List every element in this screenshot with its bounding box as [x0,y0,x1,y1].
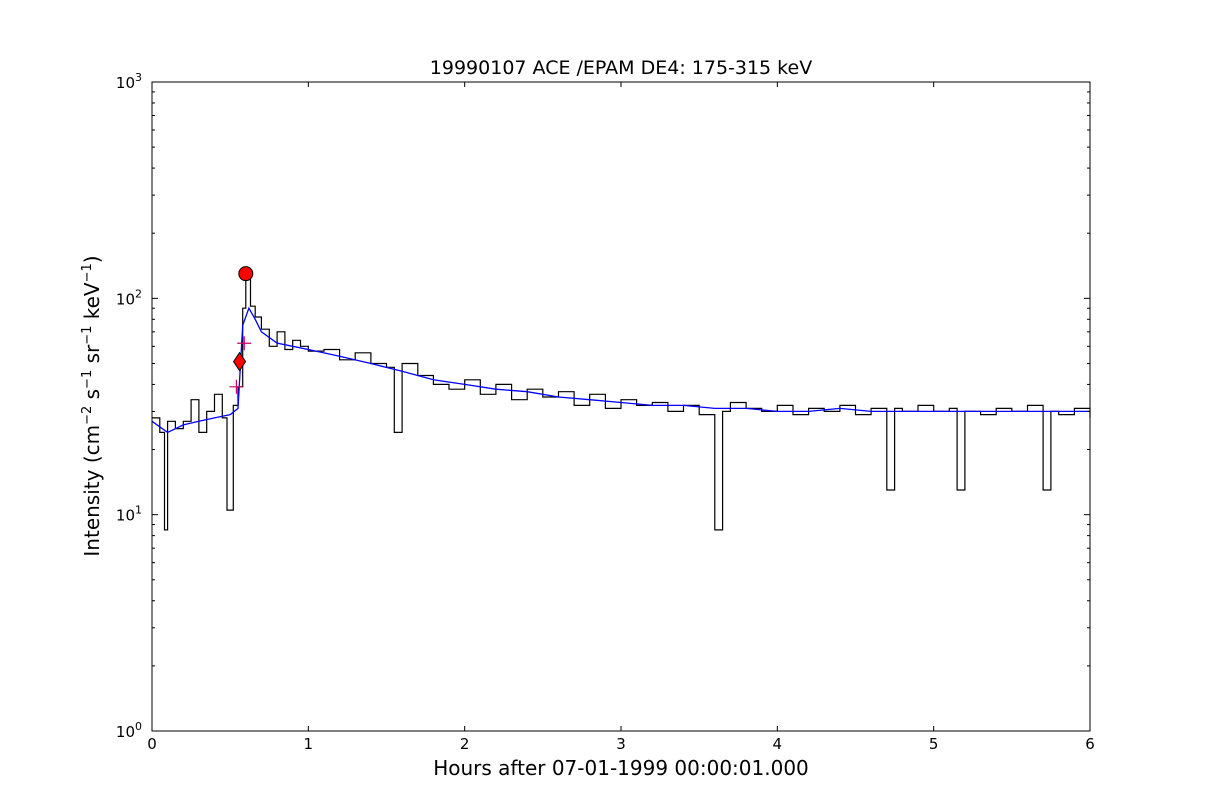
x-tick-label: 4 [773,735,783,753]
chart-title: 19990107 ACE /EPAM DE4: 175-315 keV [430,57,812,79]
y-tick-label: 101 [116,504,142,525]
y-tick-label: 100 [116,720,142,741]
x-tick-label: 3 [616,735,626,753]
onset-diamond-marker [232,351,247,372]
cross-marker [237,336,252,351]
smoothed-intensity-line [151,306,1090,434]
y-tick-label: 103 [116,71,142,92]
y-tick-label: 102 [116,287,142,308]
x-tick-label: 2 [460,735,470,753]
x-tick-label: 0 [147,735,157,753]
x-tick-label: 5 [929,735,939,753]
peak-circle-marker [238,266,254,282]
cross-marker [229,379,244,394]
x-axis-title: Hours after 07-01-1999 00:00:01.000 [433,756,809,780]
y-axis-title: Intensity (cm−2 s−1 sr−1 keV−1) [80,255,104,556]
plot-data [151,266,1091,531]
plot-frame [151,81,1091,732]
axis-ticks: 0 1 2 3 4 5 6 100 101 102 103 [116,71,1095,753]
x-tick-label: 6 [1085,735,1095,753]
x-tick-label: 1 [304,735,314,753]
